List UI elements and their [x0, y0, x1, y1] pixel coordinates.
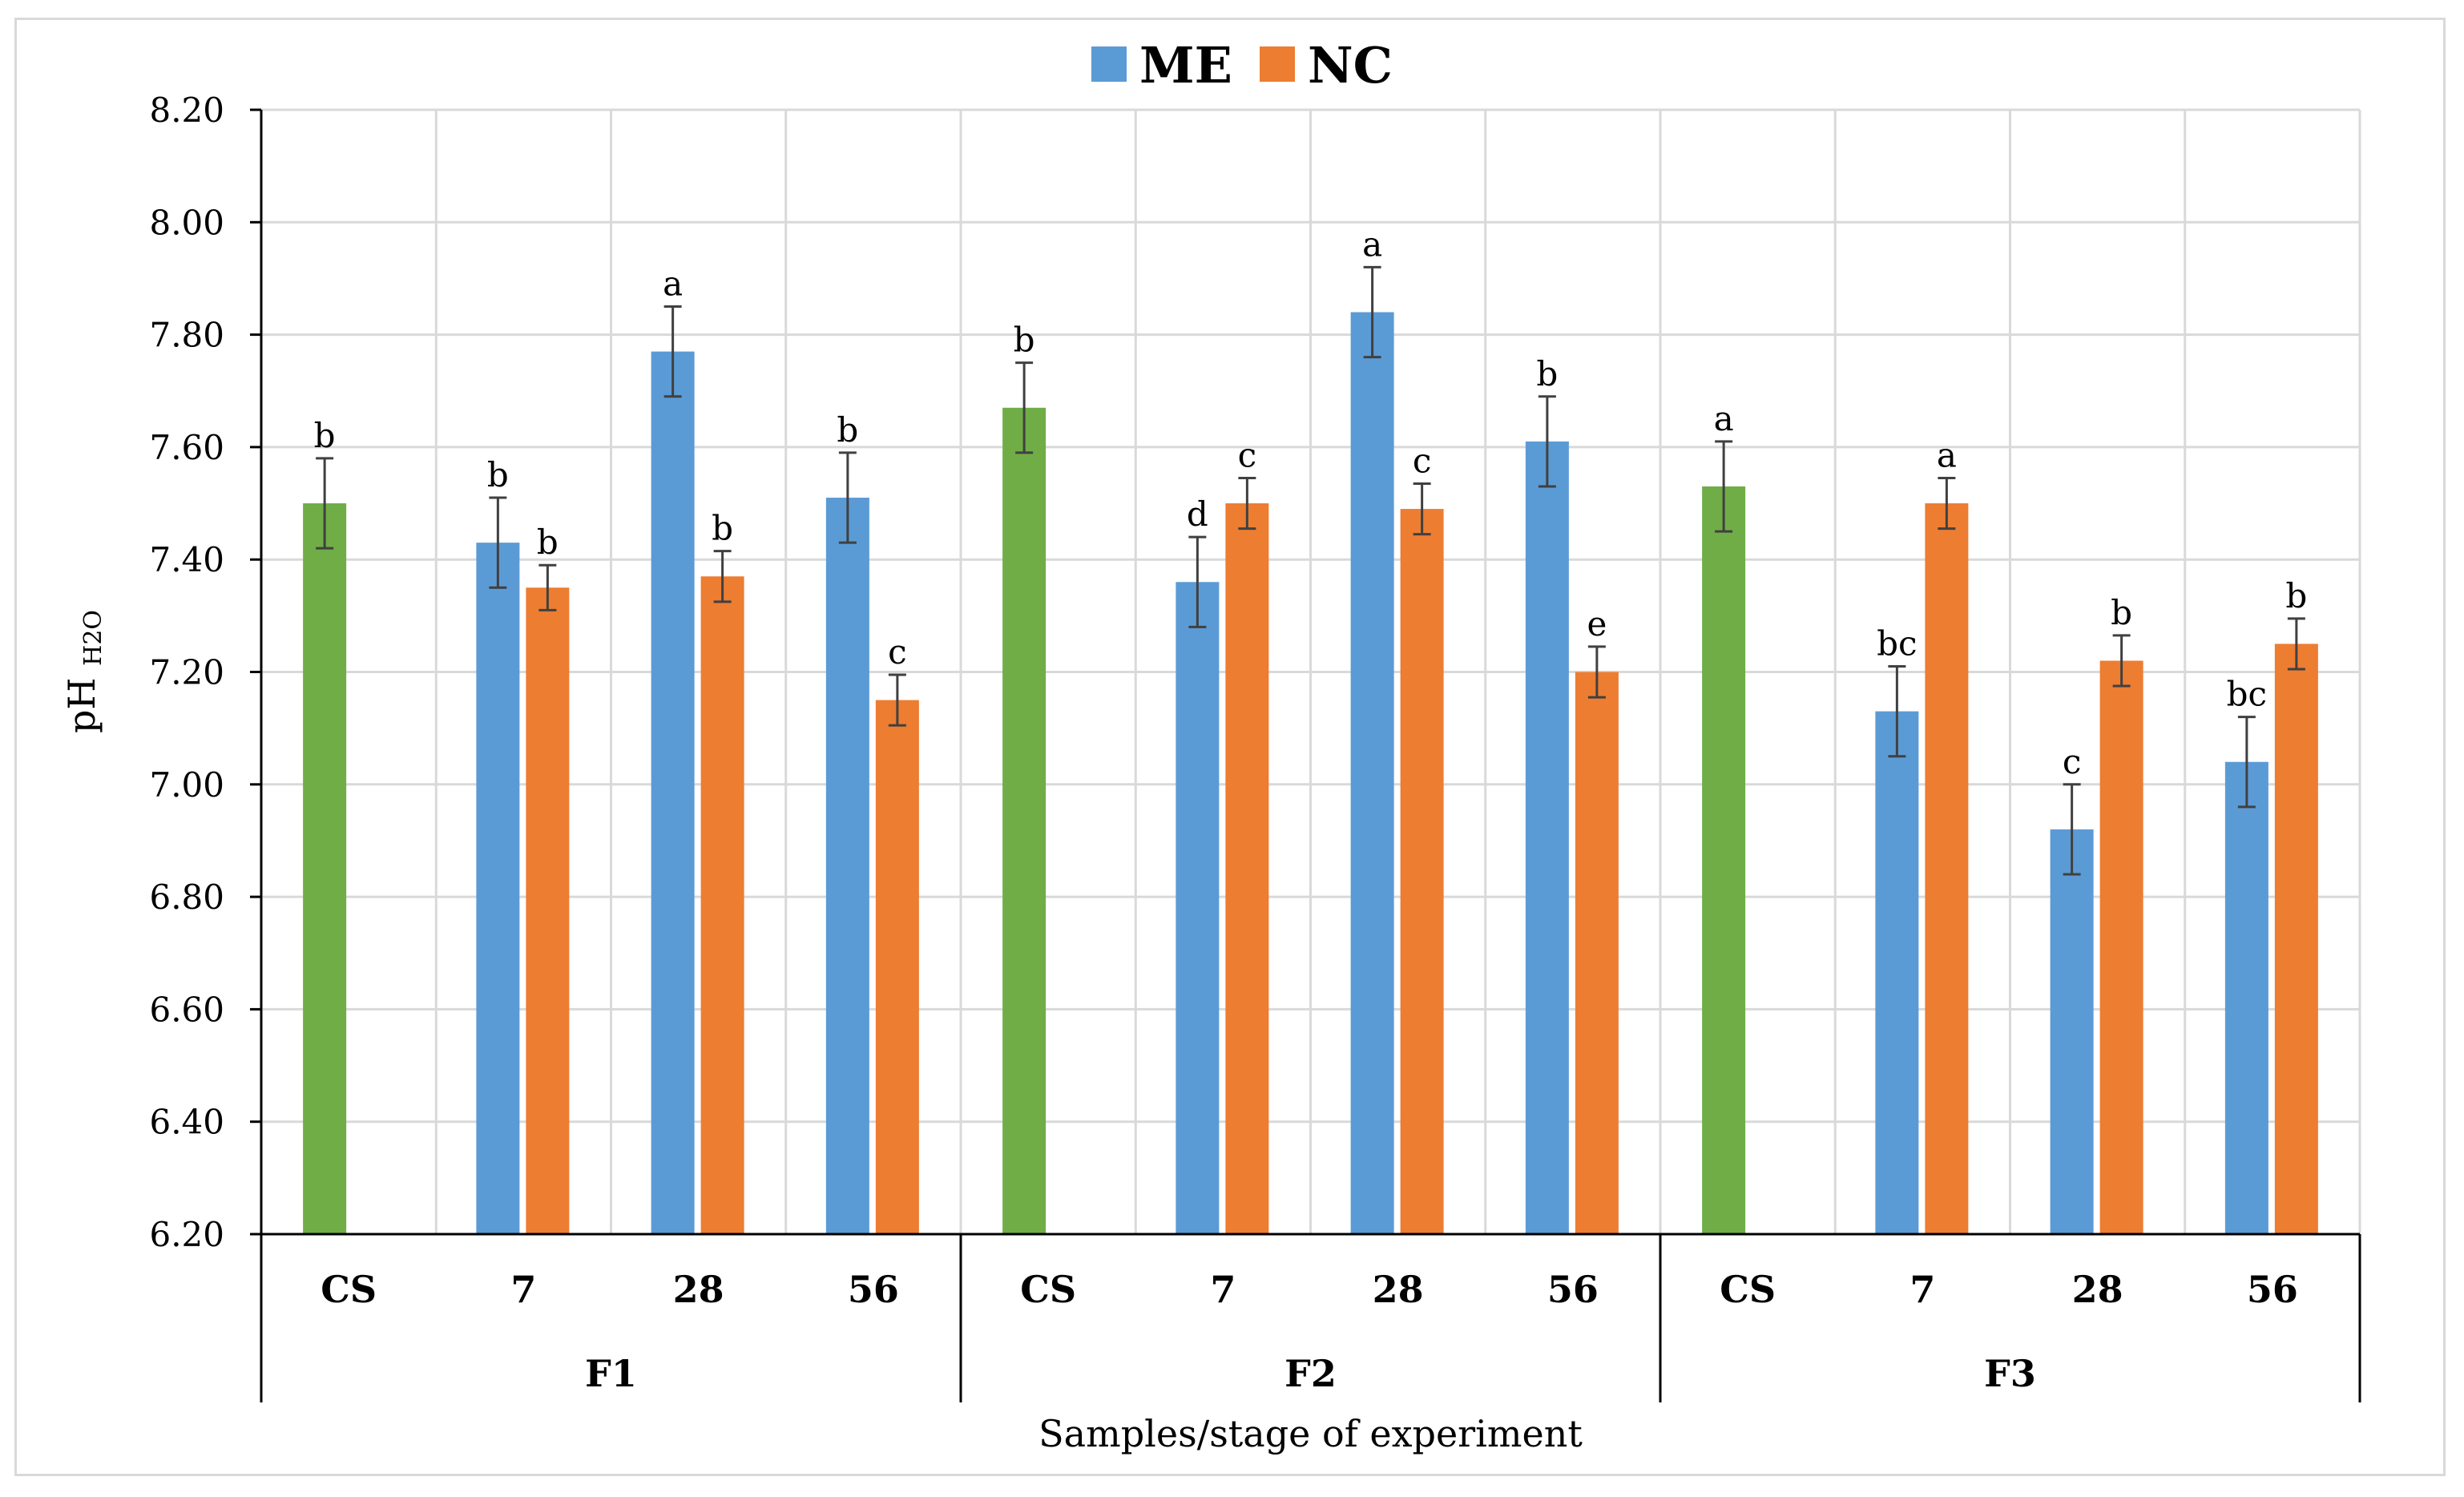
- nc-bar: [1925, 503, 1969, 1234]
- y-tick-label: 7.80: [149, 316, 224, 355]
- nc-bar: [2099, 660, 2143, 1234]
- y-tick-label: 6.40: [149, 1103, 224, 1142]
- cs-bar: [1702, 486, 1746, 1234]
- nc-significance-letter: b: [2111, 593, 2132, 632]
- me-significance-letter: bc: [1877, 623, 1917, 663]
- y-axis-title: pH H2O: [60, 610, 107, 733]
- x-axis-title: Samples/stage of experiment: [1038, 1412, 1583, 1455]
- y-axis-title-subscript: H2O: [79, 610, 107, 666]
- nc-bar: [700, 576, 744, 1234]
- nc-bar: [1575, 672, 1619, 1234]
- category-label: 28: [673, 1268, 724, 1311]
- nc-significance-letter: a: [1937, 435, 1957, 474]
- chart-frame: [14, 18, 2446, 1476]
- nc-significance-letter: b: [2285, 576, 2307, 615]
- category-label: 28: [1373, 1268, 1424, 1311]
- nc-bar: [526, 587, 570, 1234]
- y-tick-label: 7.60: [149, 428, 224, 467]
- y-tick-label: 8.20: [149, 91, 224, 130]
- legend-swatch-nc: [1260, 46, 1295, 82]
- group-label: F2: [1284, 1352, 1337, 1395]
- nc-significance-letter: c: [1238, 435, 1257, 474]
- nc-significance-letter: b: [712, 509, 733, 548]
- nc-significance-letter: c: [888, 632, 907, 672]
- category-label: CS: [1720, 1268, 1776, 1311]
- me-bar: [2224, 761, 2268, 1234]
- legend-label-nc: NC: [1308, 36, 1393, 95]
- me-significance-letter: d: [1187, 494, 1208, 534]
- nc-bar: [1225, 503, 1269, 1234]
- y-tick-label: 7.00: [149, 765, 224, 805]
- category-label: CS: [1020, 1268, 1076, 1311]
- me-bar: [825, 498, 869, 1234]
- legend-label-me: ME: [1139, 36, 1232, 95]
- cs-significance-letter: a: [1714, 399, 1734, 438]
- cs-significance-letter: b: [1014, 321, 1035, 360]
- me-bar: [1176, 582, 1220, 1234]
- me-bar: [651, 351, 695, 1234]
- cs-bar: [303, 503, 347, 1234]
- me-significance-letter: b: [837, 410, 858, 450]
- me-bar: [1350, 312, 1394, 1234]
- y-tick-label: 6.20: [149, 1215, 224, 1254]
- nc-bar: [2274, 644, 2318, 1234]
- y-axis-title-main: pH: [60, 666, 103, 733]
- me-bar: [1525, 441, 1569, 1234]
- me-bar: [2050, 829, 2094, 1234]
- category-label: 7: [510, 1268, 536, 1311]
- category-label: 7: [1210, 1268, 1236, 1311]
- category-label: CS: [321, 1268, 377, 1311]
- me-bar: [476, 543, 520, 1234]
- me-significance-letter: b: [487, 455, 509, 494]
- group-label: F3: [1984, 1352, 2036, 1395]
- category-label: 56: [848, 1268, 899, 1311]
- category-label: 28: [2072, 1268, 2123, 1311]
- category-label: 7: [1909, 1268, 1935, 1311]
- y-tick-label: 6.80: [149, 878, 224, 917]
- cs-significance-letter: b: [314, 416, 336, 455]
- y-tick-label: 7.20: [149, 653, 224, 692]
- me-significance-letter: bc: [2227, 675, 2267, 714]
- me-significance-letter: c: [2063, 742, 2082, 781]
- nc-bar: [1400, 509, 1444, 1234]
- cs-bar: [1002, 407, 1046, 1234]
- me-bar: [1875, 711, 1919, 1234]
- y-tick-label: 8.00: [149, 203, 224, 242]
- category-label: 56: [1547, 1268, 1599, 1311]
- me-significance-letter: b: [1536, 354, 1558, 393]
- nc-bar: [875, 700, 919, 1234]
- category-label: 56: [2247, 1268, 2298, 1311]
- legend-swatch-me: [1091, 46, 1127, 82]
- nc-significance-letter: b: [537, 523, 559, 562]
- y-tick-label: 6.60: [149, 990, 224, 1029]
- group-label: F1: [585, 1352, 637, 1395]
- me-significance-letter: a: [1362, 224, 1382, 264]
- nc-significance-letter: c: [1413, 441, 1432, 480]
- me-significance-letter: a: [663, 264, 683, 304]
- nc-significance-letter: e: [1587, 604, 1607, 644]
- y-tick-label: 7.40: [149, 540, 224, 579]
